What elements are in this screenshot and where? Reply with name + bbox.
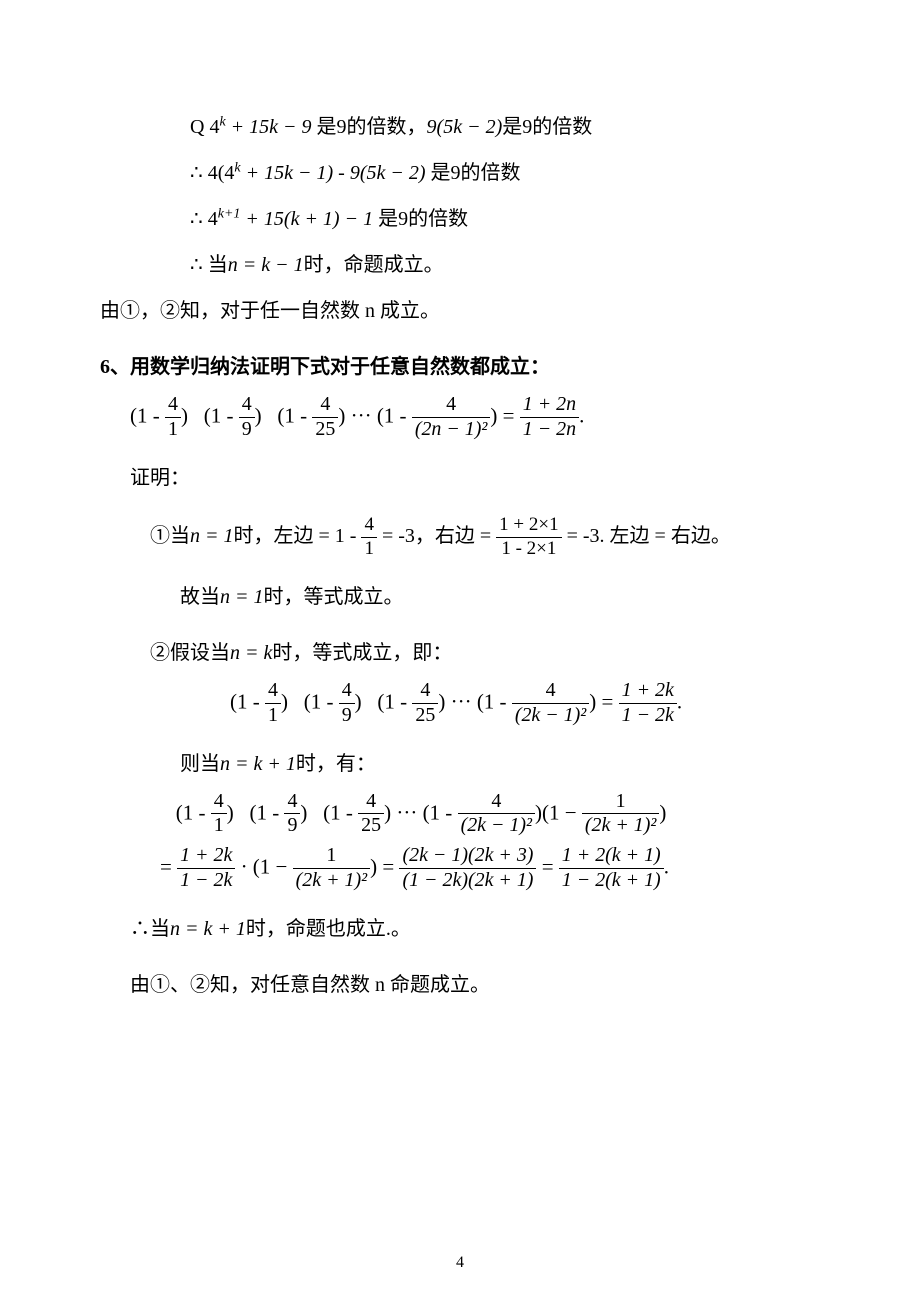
equation: (1 - 41) (1 - 49) (1 - 425) ··· (1 - 4(2… — [100, 791, 820, 838]
proof-line: Q 4k + 15k − 9 是9的倍数，9(5k − 2)是9的倍数 — [100, 108, 820, 146]
fraction: 425 — [358, 791, 384, 838]
text: ∴ — [190, 162, 203, 184]
text: 由①，②知，对于任一自然数 n 成立。 — [100, 300, 440, 322]
equation: = 1 + 2k1 − 2k · (1 − 1(2k + 1)²) = (2k … — [100, 845, 820, 892]
text: 证明： — [130, 467, 190, 489]
text: 是9的倍数， — [317, 116, 427, 138]
fraction: 1(2k + 1)² — [582, 791, 659, 838]
text: . — [664, 855, 669, 879]
page: Q 4k + 15k − 9 是9的倍数，9(5k − 2)是9的倍数 ∴ 4(… — [0, 0, 920, 1302]
fraction: 425 — [312, 394, 338, 441]
fraction: 4(2k − 1)² — [512, 680, 589, 727]
fraction: 49 — [284, 791, 300, 838]
equation: (1 - 41) (1 - 49) (1 - 425) ··· (1 - 4(2… — [100, 394, 820, 441]
text: Q — [190, 116, 204, 138]
math: + 15k − 1) - 9(5k − 2) — [241, 162, 431, 184]
text: 6、用数学归纳法证明下式对于任意自然数都成立： — [100, 356, 550, 378]
math: 4 — [209, 116, 219, 138]
fraction: 1 + 2×11 - 2×1 — [496, 515, 561, 560]
text: ∴当 — [130, 918, 170, 940]
text: ∴ — [190, 254, 203, 276]
math: n = k + 1 — [220, 753, 296, 775]
text: 故当 — [180, 586, 220, 608]
math: n = k — [230, 642, 272, 664]
math: (1 - — [130, 403, 165, 427]
math: n = 1 — [220, 586, 264, 608]
text: 时，命题也成立.。 — [246, 918, 411, 940]
text: 是9的倍数 — [378, 208, 468, 230]
proof-step: 则当n = k + 1时，有： — [100, 745, 820, 783]
text: 4 — [456, 1254, 464, 1271]
equation: (1 - 41) (1 - 49) (1 - 425) ··· (1 - 4(2… — [100, 680, 820, 727]
text: = -3. 左边 = 右边。 — [562, 525, 731, 547]
math: k+1 — [218, 206, 241, 221]
text: 时，等式成立，即： — [272, 642, 452, 664]
fraction: 41 — [165, 394, 181, 441]
text: 时，等式成立。 — [264, 586, 404, 608]
fraction: 4(2n − 1)² — [412, 394, 491, 441]
fraction: 425 — [412, 680, 438, 727]
proof-line: ∴ 4(4k + 15k − 1) - 9(5k − 2) 是9的倍数 — [100, 154, 820, 192]
proof-label: 证明： — [100, 459, 820, 497]
text: 时，左边 = 1 - — [234, 525, 362, 547]
math: + 15k − 9 — [226, 116, 312, 138]
math: n = k − 1 — [228, 254, 304, 276]
conclusion: 由①、②知，对任意自然数 n 命题成立。 — [100, 966, 820, 1004]
fraction: 1 + 2k1 − 2k — [177, 845, 235, 892]
fraction: 1(2k + 1)² — [293, 845, 370, 892]
math: 9(5k − 2) — [427, 116, 503, 138]
conclusion: 由①，②知，对于任一自然数 n 成立。 — [100, 292, 820, 330]
text: 时，有： — [296, 753, 376, 775]
text: 是9的倍数 — [502, 116, 592, 138]
proof-step: ∴当n = k + 1时，命题也成立.。 — [100, 910, 820, 948]
text: = -3，右边 = — [377, 525, 496, 547]
fraction: 41 — [211, 791, 227, 838]
proof-step: ②假设当n = k时，等式成立，即： — [100, 634, 820, 672]
text: 当 — [208, 254, 228, 276]
math: n = k + 1 — [170, 918, 246, 940]
fraction: 1 + 2k1 − 2k — [619, 680, 677, 727]
math: + 15(k + 1) − 1 — [240, 208, 373, 230]
text: 是9的倍数 — [431, 162, 521, 184]
fraction: 49 — [339, 680, 355, 727]
text: . — [579, 403, 584, 427]
text: ②假设当 — [150, 642, 230, 664]
proof-step: ①当n = 1时，左边 = 1 - 41 = -3，右边 = 1 + 2×11 … — [100, 515, 820, 560]
text: 则当 — [180, 753, 220, 775]
fraction: 41 — [361, 515, 377, 560]
fraction: 1 + 2n1 − 2n — [520, 394, 579, 441]
fraction: (2k − 1)(2k + 3)(1 − 2k)(2k + 1) — [399, 845, 536, 892]
proof-step: 故当n = 1时，等式成立。 — [100, 578, 820, 616]
page-number: 4 — [0, 1254, 920, 1272]
math: n = 1 — [190, 525, 234, 547]
question-title: 6、用数学归纳法证明下式对于任意自然数都成立： — [100, 348, 820, 386]
math: 4 — [208, 208, 218, 230]
proof-line: ∴ 4k+1 + 15(k + 1) − 1 是9的倍数 — [100, 200, 820, 238]
text: . — [677, 689, 682, 713]
fraction: 41 — [265, 680, 281, 727]
fraction: 1 + 2(k + 1)1 − 2(k + 1) — [559, 845, 664, 892]
proof-line: ∴ 当n = k − 1时，命题成立。 — [100, 246, 820, 284]
math: 4(4 — [208, 162, 235, 184]
text: 时，命题成立。 — [304, 254, 444, 276]
fraction: 4(2k − 1)² — [458, 791, 535, 838]
fraction: 49 — [239, 394, 255, 441]
text: ①当 — [150, 525, 190, 547]
text: 由①、②知，对任意自然数 n 命题成立。 — [130, 974, 490, 996]
text: ∴ — [190, 208, 203, 230]
